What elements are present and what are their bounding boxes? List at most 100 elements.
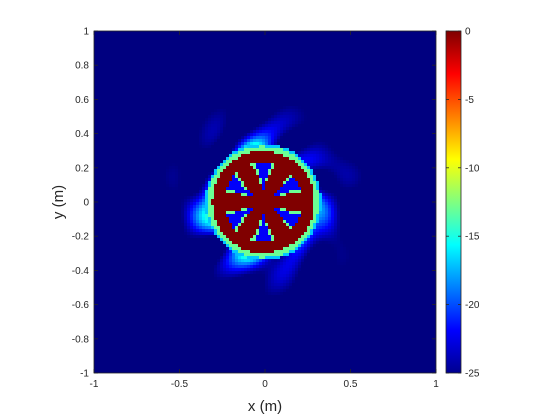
heatmap-cell xyxy=(295,43,299,47)
heatmap-cell xyxy=(391,142,395,146)
heatmap-cell xyxy=(196,70,200,74)
heatmap-cell xyxy=(397,124,401,128)
heatmap-cell xyxy=(166,127,170,131)
heatmap-cell xyxy=(250,64,254,68)
heatmap-cell xyxy=(391,100,395,104)
heatmap-cell xyxy=(400,142,404,146)
heatmap-cell xyxy=(259,46,263,50)
heatmap-cell xyxy=(289,88,293,92)
heatmap-cell xyxy=(250,130,254,134)
heatmap-cell xyxy=(370,139,374,143)
heatmap-cell xyxy=(259,109,263,113)
heatmap-cell xyxy=(391,133,395,137)
heatmap-cell xyxy=(313,43,317,47)
heatmap-cell xyxy=(235,70,239,74)
heatmap-cell xyxy=(382,118,386,122)
heatmap-cell xyxy=(184,91,188,95)
heatmap-cell xyxy=(331,115,335,119)
heatmap-cell xyxy=(139,85,143,89)
heatmap-cell xyxy=(271,100,275,104)
heatmap-cell xyxy=(223,34,227,38)
heatmap-cell xyxy=(199,88,203,92)
heatmap-cell xyxy=(256,79,260,83)
heatmap-cell xyxy=(361,160,365,164)
heatmap-cell xyxy=(100,130,104,134)
heatmap-cell xyxy=(169,157,173,161)
heatmap-cell xyxy=(343,130,347,134)
heatmap-cell xyxy=(214,118,218,122)
heatmap-cell xyxy=(124,136,128,140)
heatmap-cell xyxy=(370,88,374,92)
heatmap-cell xyxy=(163,154,167,158)
heatmap-cell xyxy=(331,79,335,83)
heatmap-cell xyxy=(394,61,398,65)
heatmap-cell xyxy=(121,109,125,113)
heatmap-cell xyxy=(160,40,164,44)
heatmap-cell xyxy=(337,154,341,158)
heatmap-cell xyxy=(394,34,398,38)
heatmap-cell xyxy=(148,145,152,149)
heatmap-cell xyxy=(286,58,290,62)
heatmap-cell xyxy=(232,121,236,125)
heatmap-cell xyxy=(172,49,176,53)
heatmap-cell xyxy=(118,106,122,110)
heatmap-cell xyxy=(424,139,428,143)
heatmap-cell xyxy=(136,115,140,119)
heatmap-cell xyxy=(184,121,188,125)
heatmap-cell xyxy=(202,100,206,104)
heatmap-cell xyxy=(289,94,293,98)
heatmap-cell xyxy=(196,34,200,38)
heatmap-cell xyxy=(427,109,431,113)
heatmap-cell xyxy=(184,145,188,149)
heatmap-cell xyxy=(169,43,173,47)
heatmap-cell xyxy=(130,157,134,161)
heatmap-cell xyxy=(388,43,392,47)
heatmap-cell xyxy=(199,151,203,155)
heatmap-cell xyxy=(388,79,392,83)
heatmap-cell xyxy=(127,52,131,56)
heatmap-cell xyxy=(217,85,221,89)
heatmap-cell xyxy=(298,64,302,68)
heatmap-cell xyxy=(355,85,359,89)
heatmap-cell xyxy=(376,31,380,35)
heatmap-cell xyxy=(163,58,167,62)
heatmap-cell xyxy=(340,82,344,86)
heatmap-cell xyxy=(322,91,326,95)
heatmap-cell xyxy=(241,49,245,53)
heatmap-cell xyxy=(412,31,416,35)
heatmap-cell xyxy=(376,76,380,80)
heatmap-cell xyxy=(355,37,359,41)
heatmap-cell xyxy=(346,148,350,152)
heatmap-cell xyxy=(151,148,155,152)
heatmap-cell xyxy=(118,151,122,155)
heatmap-cell xyxy=(424,34,428,38)
heatmap-cell xyxy=(112,115,116,119)
heatmap-cell xyxy=(160,100,164,104)
heatmap-cell xyxy=(220,157,224,161)
heatmap-cell xyxy=(391,58,395,62)
heatmap-cell xyxy=(325,154,329,158)
heatmap-cell xyxy=(220,76,224,80)
heatmap-cell xyxy=(277,37,281,41)
heatmap-cell xyxy=(109,106,113,110)
heatmap-cell xyxy=(229,58,233,62)
heatmap-cell xyxy=(415,97,419,101)
heatmap-cell xyxy=(121,106,125,110)
heatmap-cell xyxy=(148,160,152,164)
heatmap-cell xyxy=(166,49,170,53)
heatmap-cell xyxy=(406,43,410,47)
heatmap-cell xyxy=(256,64,260,68)
heatmap-cell xyxy=(280,154,284,158)
heatmap-cell xyxy=(325,115,329,119)
heatmap-cell xyxy=(190,154,194,158)
heatmap-cell xyxy=(316,91,320,95)
heatmap-cell xyxy=(247,127,251,131)
heatmap-cell xyxy=(319,52,323,56)
heatmap-cell xyxy=(340,115,344,119)
heatmap-cell xyxy=(115,124,119,128)
heatmap-cell xyxy=(322,43,326,47)
heatmap-cell xyxy=(187,160,191,164)
heatmap-cell xyxy=(106,154,110,158)
heatmap-cell xyxy=(343,91,347,95)
heatmap-cell xyxy=(418,115,422,119)
